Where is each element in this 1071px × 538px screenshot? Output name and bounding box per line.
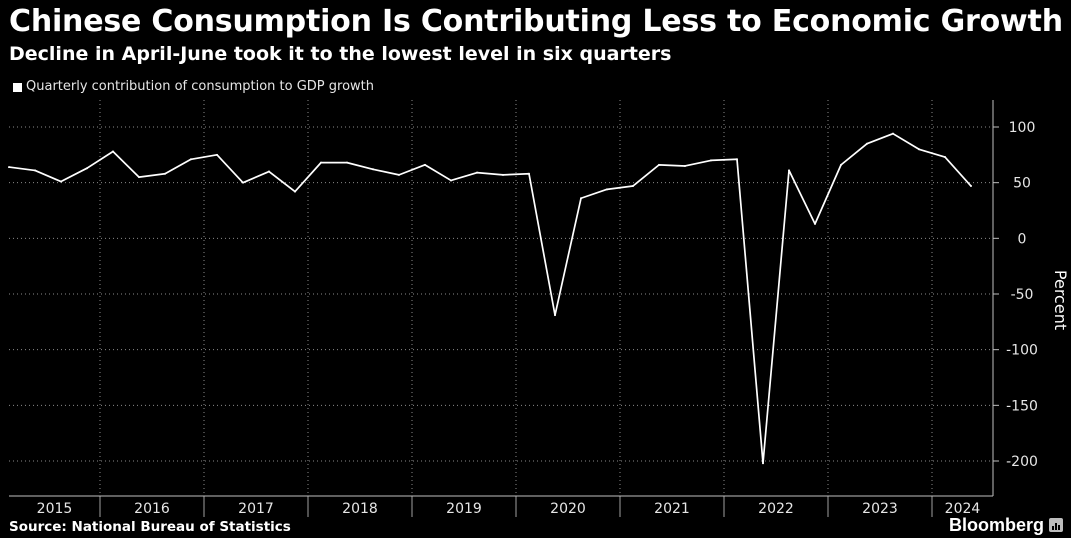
data-point xyxy=(398,173,400,176)
x-tick-label: 2023 xyxy=(862,501,898,517)
data-point xyxy=(8,166,10,169)
data-point xyxy=(814,222,816,225)
legend-swatch xyxy=(13,82,22,92)
y-tick-label: -100 xyxy=(1006,343,1038,359)
data-point xyxy=(892,132,894,135)
x-tick-label: 2020 xyxy=(550,501,586,517)
brand-name: Bloomberg xyxy=(948,515,1044,535)
x-tick-label: 2024 xyxy=(945,501,981,517)
bloomberg-terminal-icon xyxy=(1049,518,1063,532)
data-point xyxy=(502,173,504,176)
data-point xyxy=(606,188,608,191)
data-point xyxy=(190,158,192,161)
data-point xyxy=(710,159,712,162)
data-point xyxy=(580,197,582,200)
x-tick-label: 2021 xyxy=(654,501,690,517)
y-tick-label: -150 xyxy=(1006,398,1038,414)
label-layer: 100 50 0 -50 -100 -150 -200 2015 2016 2017 2018 201… xyxy=(37,120,1070,517)
data-point xyxy=(268,170,270,173)
y-axis-title: Percent xyxy=(1051,270,1070,330)
x-tick-label: 2017 xyxy=(238,501,274,517)
bloomberg-logo: Bloomberg xyxy=(949,514,1063,536)
legend-label: Quarterly contribution of consumption to… xyxy=(26,79,375,94)
data-point xyxy=(658,163,660,166)
data-point xyxy=(684,164,686,167)
data-point xyxy=(970,185,972,188)
y-tick-label: -50 xyxy=(1011,287,1034,303)
x-tick-label: 2019 xyxy=(446,501,482,517)
data-point xyxy=(216,153,218,156)
axis-layer xyxy=(9,100,999,517)
data-point xyxy=(294,190,296,193)
chart-title: Chinese Consumption Is Contributing Less… xyxy=(9,4,1063,39)
series-layer xyxy=(8,132,972,465)
data-point xyxy=(840,163,842,166)
data-point xyxy=(476,171,478,174)
data-point xyxy=(320,161,322,164)
source-note: Source: National Bureau of Statistics xyxy=(9,519,291,535)
data-point xyxy=(736,158,738,161)
x-tick-label: 2016 xyxy=(134,501,170,517)
y-tick-label: -200 xyxy=(1006,454,1038,470)
x-tick-label: 2018 xyxy=(342,501,378,517)
y-tick-label: 100 xyxy=(1009,120,1036,136)
x-tick-label: 2015 xyxy=(37,501,73,517)
data-point xyxy=(60,180,62,183)
data-point xyxy=(944,156,946,159)
chart-subtitle: Decline in April-June took it to the low… xyxy=(9,43,672,65)
data-point xyxy=(424,163,426,166)
y-tick-label: 50 xyxy=(1013,176,1031,192)
data-point xyxy=(632,185,634,188)
legend: Quarterly contribution of consumption to… xyxy=(13,78,374,96)
data-point xyxy=(866,142,868,145)
data-point xyxy=(346,161,348,164)
x-tick-label: 2022 xyxy=(758,501,794,517)
data-point xyxy=(788,169,790,172)
data-point xyxy=(554,314,556,317)
grid-layer xyxy=(9,100,993,496)
data-point xyxy=(112,150,114,153)
data-point xyxy=(86,167,88,170)
data-point xyxy=(138,176,140,179)
data-point xyxy=(242,181,244,184)
data-point xyxy=(528,172,530,175)
data-point xyxy=(164,172,166,175)
series-line xyxy=(8,132,972,465)
data-point xyxy=(372,168,374,171)
data-point xyxy=(918,148,920,151)
data-point xyxy=(450,179,452,182)
data-point xyxy=(762,462,764,465)
y-tick-label: 0 xyxy=(1018,231,1027,247)
data-point xyxy=(34,169,36,172)
